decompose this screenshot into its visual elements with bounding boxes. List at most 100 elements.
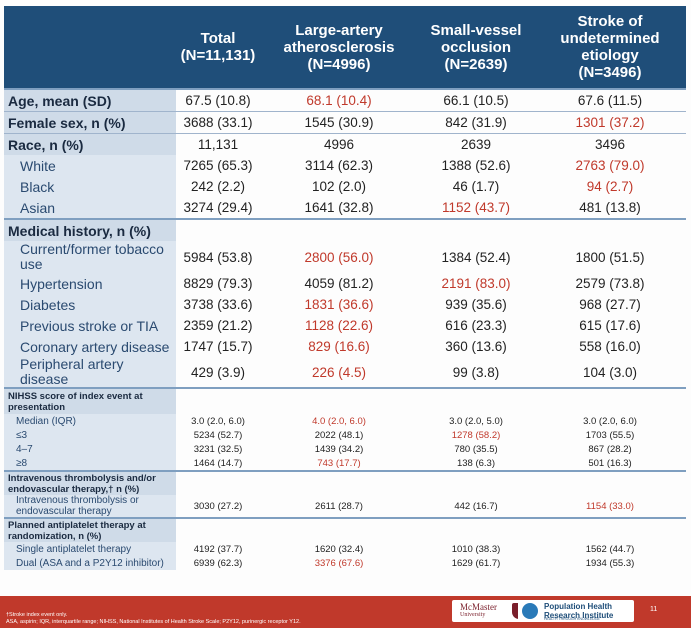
header-undetermined: Stroke of undetermined etiology (N=3496) [534, 6, 686, 89]
table-row: Age, mean (SD) 67.5 (10.8) 68.1 (10.4) 6… [4, 88, 686, 112]
cell: 1301 (37.2) [534, 111, 686, 134]
cell: 2763 (79.0) [575, 158, 645, 173]
table-row: Coronary artery disease 1747 (15.7) 829 … [4, 336, 686, 357]
cell: 3496 [534, 133, 686, 155]
row-label: Single antiplatelet therapy [4, 542, 176, 556]
cell: 4059 (81.2) [304, 276, 374, 291]
cell: 616 (23.3) [445, 318, 507, 333]
cell: 1562 (44.7) [585, 543, 635, 555]
row-label: ≤3 [4, 428, 176, 442]
cell: 2191 (83.0) [441, 276, 511, 291]
cell: 94 (2.7) [586, 179, 634, 194]
cell: 1464 (14.7) [193, 457, 243, 469]
table-row: Intravenous thrombolysis or endovascular… [4, 495, 686, 518]
cell: 1620 (32.4) [314, 543, 364, 555]
table-row: White 7265 (65.3) 3114 (62.3) 1388 (52.6… [4, 155, 686, 176]
phri-tagline: HEALTH THROUGH KNOWLEDGE [544, 617, 600, 621]
table-row: Current/former tobacco use 5984 (53.8) 2… [4, 241, 686, 273]
cell: 66.1 (10.5) [418, 88, 534, 112]
table-row: NIHSS score of index event at presentati… [4, 387, 686, 414]
cell: 615 (17.6) [579, 318, 641, 333]
cell: 1388 (52.6) [441, 158, 511, 173]
cell: 1800 (51.5) [575, 249, 645, 265]
cell: 2800 (56.0) [304, 249, 374, 265]
cell: 68.1 (10.4) [260, 88, 418, 112]
row-label: Race, n (%) [4, 133, 176, 155]
cell: 1747 (15.7) [183, 339, 253, 354]
cell: 1010 (38.3) [451, 543, 501, 555]
globe-icon [522, 603, 538, 619]
cell: 242 (2.2) [190, 179, 246, 194]
table-row: Hypertension 8829 (79.3) 4059 (81.2) 219… [4, 273, 686, 294]
row-label: Hypertension [4, 273, 176, 294]
cell: 429 (3.9) [190, 364, 246, 380]
cell: 3274 (29.4) [183, 200, 253, 215]
cell: 67.6 (11.5) [534, 88, 686, 112]
row-label: Intravenous thrombolysis and/or endovasc… [4, 470, 176, 495]
cell: 558 (16.0) [579, 339, 641, 354]
cell: 3376 (67.6) [314, 557, 364, 569]
cell: 2579 (73.8) [575, 276, 645, 291]
footnote-line: †Stroke index event only. [6, 612, 68, 618]
cell: 102 (2.0) [311, 179, 367, 194]
cell: 5234 (52.7) [193, 429, 243, 441]
table-row: Female sex, n (%) 3688 (33.1) 1545 (30.9… [4, 111, 686, 134]
cell: 99 (3.8) [452, 364, 500, 380]
cell: 4192 (37.7) [193, 543, 243, 555]
table-row: Median (IQR) 3.0 (2.0, 6.0) 4.0 (2.0, 6.… [4, 414, 686, 428]
table-row: Diabetes 3738 (33.6) 1831 (36.6) 939 (35… [4, 294, 686, 315]
phri-logo-text: Population Health Research Institute [544, 602, 614, 620]
baseline-table: Total (N=11,131) Large-artery atheroscle… [4, 6, 686, 570]
cell: 3738 (33.6) [183, 297, 253, 312]
cell: 1703 (55.5) [585, 429, 635, 441]
cell: 4996 [260, 133, 418, 155]
row-label: Intravenous thrombolysis or endovascular… [4, 495, 176, 518]
cell: 2639 [418, 133, 534, 155]
row-label: Planned antiplatelet therapy at randomiz… [4, 517, 176, 542]
cell: 1831 (36.6) [304, 297, 374, 312]
cell: 1128 (22.6) [304, 318, 374, 333]
row-label: Asian [4, 197, 176, 219]
table-row: Medical history, n (%) [4, 218, 686, 241]
mcmaster-logo-subtext: University [460, 612, 486, 618]
cell: 3688 (33.1) [176, 111, 260, 134]
cell: 2359 (21.2) [183, 318, 253, 333]
header-large-artery: Large-artery atherosclerosis (N=4996) [260, 6, 418, 89]
cell: 11,131 [176, 133, 260, 155]
row-label: Medical history, n (%) [4, 218, 176, 241]
cell: 2611 (28.7) [315, 500, 363, 512]
cell: 829 (16.6) [308, 339, 370, 354]
cell: 226 (4.5) [311, 364, 367, 380]
table-row: Black 242 (2.2) 102 (2.0) 46 (1.7) 94 (2… [4, 176, 686, 197]
header-blank [4, 6, 176, 89]
cell: 1629 (61.7) [451, 557, 501, 569]
row-label: Dual (ASA and a P2Y12 inhibitor) [4, 556, 176, 570]
cell: 939 (35.6) [445, 297, 507, 312]
row-label: Median (IQR) [4, 414, 176, 428]
cell: 46 (1.7) [452, 179, 500, 194]
page-number: 11 [650, 606, 658, 613]
cell: 360 (13.6) [445, 339, 507, 354]
table-row: Peripheral artery disease 429 (3.9) 226 … [4, 357, 686, 388]
cell: 138 (6.3) [456, 457, 496, 469]
header-small-vessel: Small-vessel occlusion (N=2639) [418, 6, 534, 89]
row-label: Female sex, n (%) [4, 111, 176, 134]
cell: 481 (13.8) [579, 200, 641, 215]
cell: 780 (35.5) [454, 443, 498, 455]
cell: 1545 (30.9) [260, 111, 418, 134]
row-label: 4–7 [4, 442, 176, 456]
cell: 743 (17.7) [317, 457, 361, 469]
table-row: Intravenous thrombolysis and/or endovasc… [4, 470, 686, 495]
footnote-line: ASA, aspirin; IQR, interquartile range; … [6, 619, 301, 625]
row-label: Peripheral artery disease [4, 357, 176, 388]
cell: 968 (27.7) [579, 297, 641, 312]
cell: 4.0 (2.0, 6.0) [312, 415, 366, 427]
cell: 3.0 (2.0, 6.0) [583, 415, 637, 427]
cell: 842 (31.9) [418, 111, 534, 134]
cell: 6939 (62.3) [193, 557, 243, 569]
row-label: Coronary artery disease [4, 336, 176, 357]
row-label: White [4, 155, 176, 176]
cell: 2022 (48.1) [314, 429, 364, 441]
cell: 3114 (62.3) [304, 158, 374, 173]
